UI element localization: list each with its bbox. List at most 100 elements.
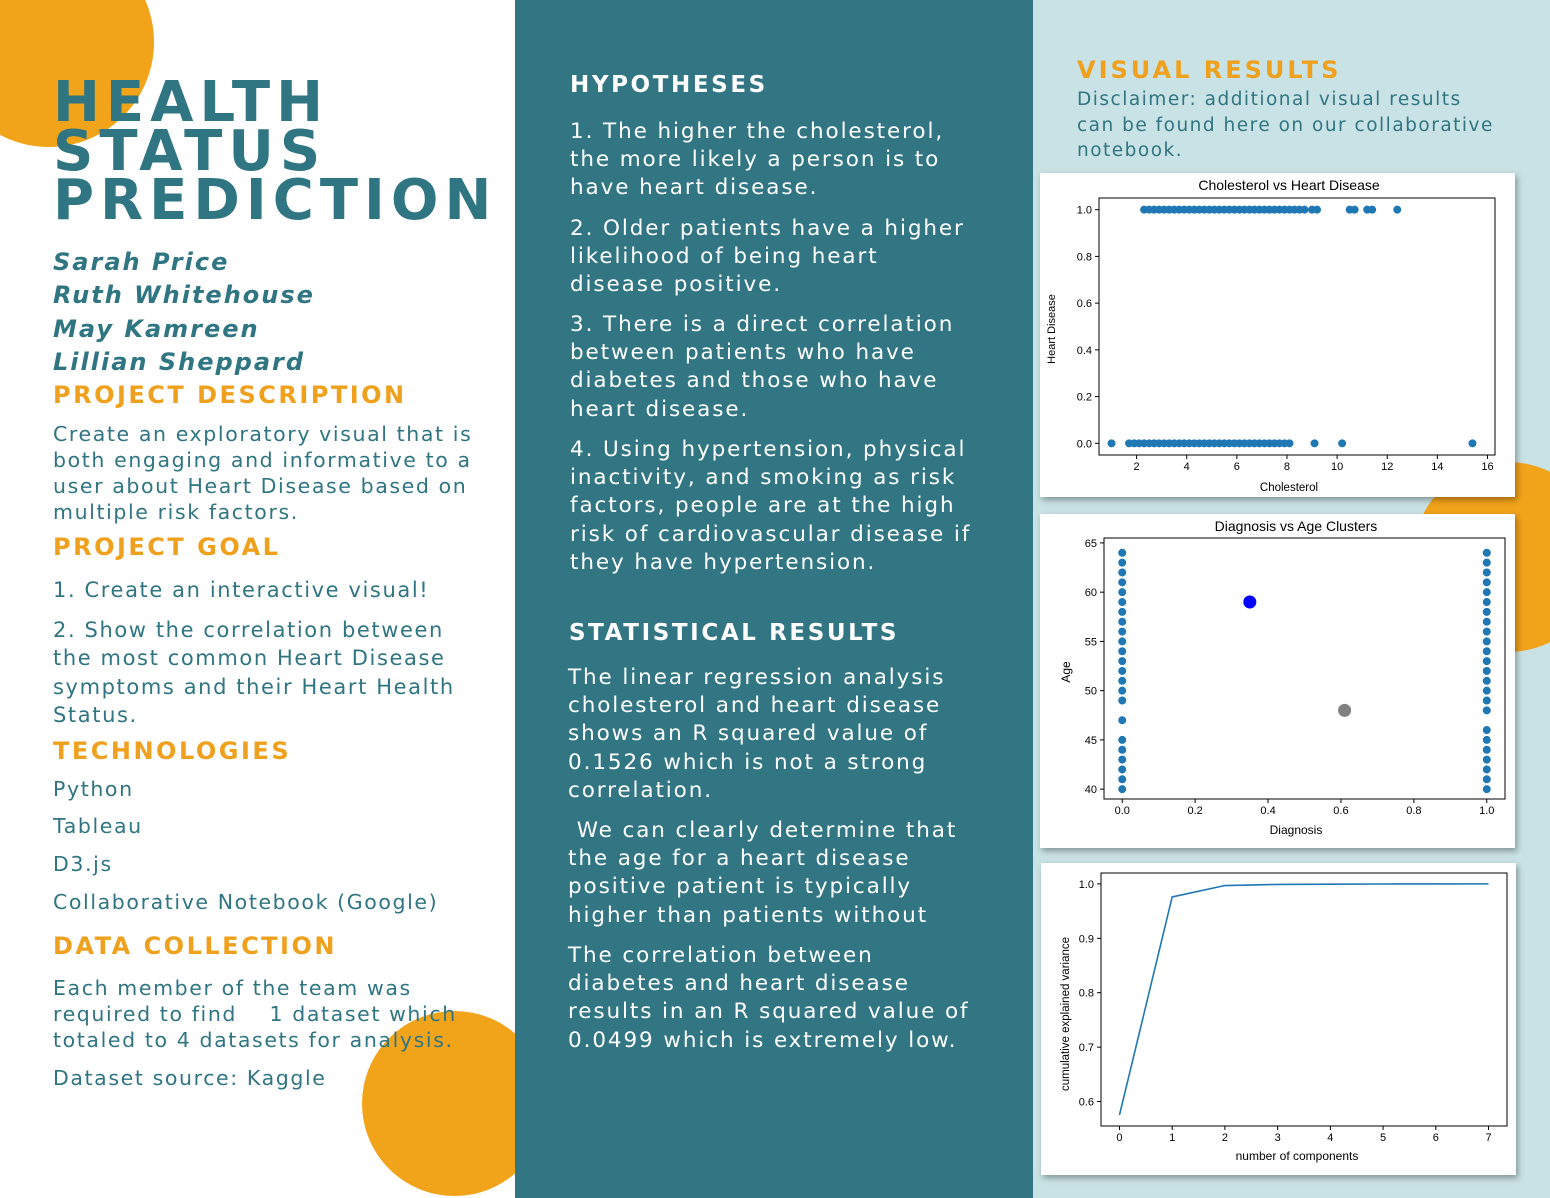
data-point bbox=[1118, 696, 1127, 705]
data-point bbox=[1310, 439, 1319, 448]
cumulative-explained-variance-chart: number of components cumulative explaine… bbox=[1060, 872, 1508, 1163]
x-axis-label: Cholesterol bbox=[1260, 482, 1318, 494]
cholesterol-chart-panel: Cholesterol vs Heart Disease Cholesterol… bbox=[1040, 173, 1515, 497]
author-name: Sarah Price bbox=[53, 248, 230, 276]
data-point bbox=[1118, 637, 1127, 646]
goal-item: 2. Show the correlation between the most… bbox=[53, 618, 455, 727]
x-tick-label: 1 bbox=[1169, 1132, 1175, 1144]
y-tick-label: 60 bbox=[1085, 587, 1097, 599]
data-point bbox=[1468, 439, 1477, 448]
data-point bbox=[1338, 439, 1347, 448]
x-tick-label: 0.8 bbox=[1406, 805, 1421, 817]
data-point bbox=[1118, 578, 1127, 587]
data-point bbox=[1482, 666, 1491, 675]
y-tick-label: 40 bbox=[1085, 784, 1097, 796]
hypotheses-heading: HYPOTHESES bbox=[570, 72, 768, 98]
data-point bbox=[1482, 558, 1491, 567]
data-point bbox=[1118, 716, 1127, 725]
x-tick-label: 0.6 bbox=[1333, 805, 1348, 817]
data-point bbox=[1482, 617, 1491, 626]
x-tick-label: 4 bbox=[1184, 461, 1190, 473]
poster-title: HEALTH STATUS PREDICTION bbox=[53, 75, 498, 233]
data-point bbox=[1482, 755, 1491, 764]
plot-frame bbox=[1098, 197, 1496, 456]
data-point bbox=[1118, 735, 1127, 744]
data-point bbox=[1118, 548, 1127, 557]
cluster-centroid bbox=[1338, 703, 1352, 717]
explained-variance-chart-panel: number of components cumulative explaine… bbox=[1041, 863, 1516, 1175]
x-tick-label: 1.0 bbox=[1479, 805, 1494, 817]
data-point bbox=[1482, 627, 1491, 636]
x-axis-label: Diagnosis bbox=[1270, 823, 1323, 837]
diagnosis-vs-age-clusters-chart: Diagnosis vs Age Clusters Diagnosis Age … bbox=[1059, 518, 1506, 837]
author-list: Sarah Price Ruth Whitehouse May Kamreen … bbox=[53, 246, 315, 379]
y-tick-label: 0.6 bbox=[1079, 1097, 1094, 1109]
data-point bbox=[1118, 755, 1127, 764]
y-tick-label: 50 bbox=[1085, 686, 1097, 698]
hypothesis-item: 3. There is a direct correlation between… bbox=[570, 312, 955, 422]
title-line: PREDICTION bbox=[53, 168, 498, 233]
y-tick-label: 1.0 bbox=[1077, 205, 1092, 217]
y-axis-label: Age bbox=[1059, 661, 1073, 683]
dataset-source: Dataset source: Kaggle bbox=[53, 1066, 327, 1090]
y-tick-label: 0.8 bbox=[1079, 988, 1094, 1000]
data-point bbox=[1482, 775, 1491, 784]
data-point bbox=[1482, 676, 1491, 685]
data-point bbox=[1368, 205, 1377, 214]
y-tick-label: 0.6 bbox=[1077, 298, 1092, 310]
decorative-circle-bottom bbox=[362, 1011, 515, 1196]
data-point bbox=[1285, 439, 1294, 448]
data-point bbox=[1482, 548, 1491, 557]
x-tick-label: 8 bbox=[1284, 461, 1290, 473]
left-column: HEALTH STATUS PREDICTION Sarah Price Rut… bbox=[0, 0, 515, 1198]
y-tick-label: 0.8 bbox=[1077, 251, 1092, 263]
y-tick-label: 1.0 bbox=[1079, 879, 1094, 891]
data-point bbox=[1118, 765, 1127, 774]
data-point bbox=[1118, 607, 1127, 616]
technology-item: Python bbox=[53, 777, 134, 801]
x-tick-label: 3 bbox=[1275, 1132, 1281, 1144]
x-tick-label: 0.4 bbox=[1260, 805, 1275, 817]
data-point bbox=[1482, 578, 1491, 587]
x-tick-label: 0 bbox=[1116, 1132, 1122, 1144]
data-point bbox=[1482, 607, 1491, 616]
hypothesis-item: 4. Using hypertension, physical inactivi… bbox=[570, 437, 972, 575]
y-tick-label: 0.0 bbox=[1077, 438, 1092, 450]
author-name: Lillian Sheppard bbox=[53, 347, 306, 376]
data-point bbox=[1118, 686, 1127, 695]
data-collection-text: Each member of the team was required to … bbox=[53, 976, 457, 1052]
x-tick-label: 2 bbox=[1222, 1132, 1228, 1144]
chart-title: Diagnosis vs Age Clusters bbox=[1215, 518, 1378, 534]
technology-item: Tableau bbox=[53, 814, 143, 838]
project-description-text: Create an exploratory visual that is bot… bbox=[53, 422, 473, 524]
x-tick-label: 16 bbox=[1481, 461, 1493, 473]
right-column: VISUAL RESULTS Disclaimer: additional vi… bbox=[1033, 0, 1550, 1198]
x-tick-label: 2 bbox=[1134, 461, 1140, 473]
y-tick-label: 55 bbox=[1085, 636, 1097, 648]
data-point bbox=[1482, 568, 1491, 577]
plot-frame bbox=[1103, 537, 1506, 800]
data-point bbox=[1482, 745, 1491, 754]
project-goal-heading: PROJECT GOAL bbox=[53, 533, 281, 561]
data-point bbox=[1118, 775, 1127, 784]
disclaimer-text: Disclaimer: additional visual results ca… bbox=[1077, 89, 1494, 161]
technology-item: D3.js bbox=[53, 852, 113, 876]
data-point bbox=[1118, 676, 1127, 685]
statistical-result-item: The correlation between diabetes and hea… bbox=[568, 943, 970, 1053]
data-point bbox=[1393, 205, 1402, 214]
data-point bbox=[1482, 696, 1491, 705]
data-point bbox=[1118, 657, 1127, 666]
plot-frame bbox=[1100, 872, 1508, 1127]
data-point bbox=[1482, 647, 1491, 656]
author-name: Ruth Whitehouse bbox=[53, 281, 315, 310]
y-axis-label: Heart Disease bbox=[1046, 294, 1058, 364]
data-point bbox=[1118, 617, 1127, 626]
y-tick-label: 0.2 bbox=[1077, 392, 1092, 404]
cholesterol-vs-heart-disease-chart: Cholesterol vs Heart Disease Cholesterol… bbox=[1046, 177, 1496, 494]
statistical-result-item: We can clearly determine that the age fo… bbox=[568, 818, 966, 928]
y-tick-label: 0.7 bbox=[1079, 1042, 1094, 1054]
technology-item: Collaborative Notebook (Google) bbox=[53, 890, 439, 914]
variance-line bbox=[1118, 883, 1489, 1116]
x-tick-label: 10 bbox=[1331, 461, 1343, 473]
data-point bbox=[1118, 588, 1127, 597]
